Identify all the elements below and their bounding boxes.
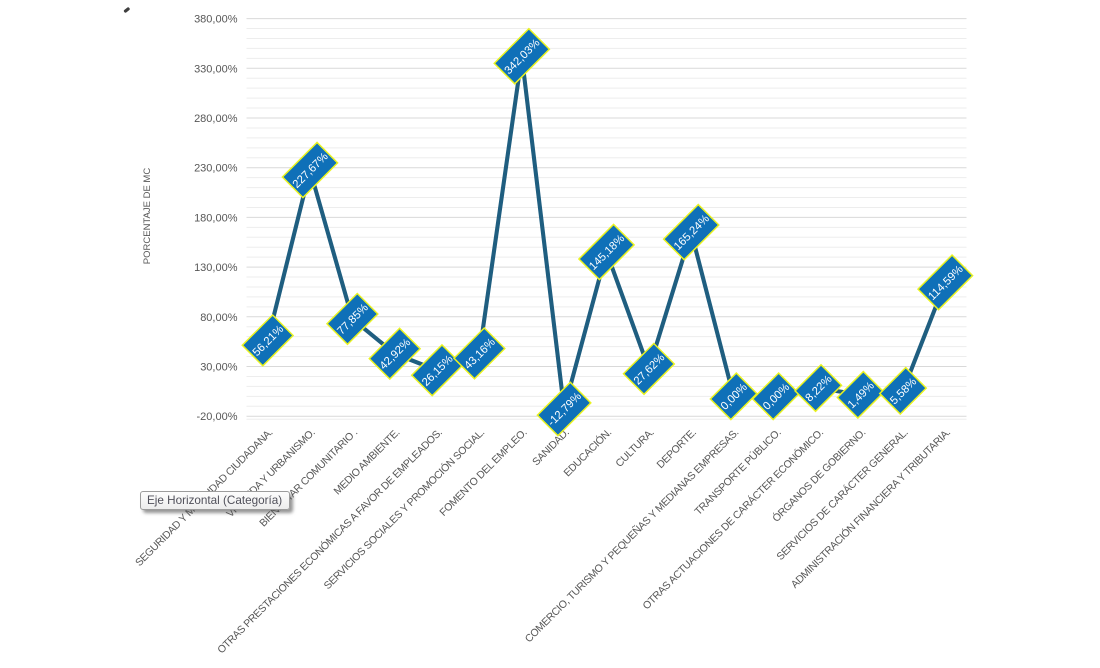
svg-text:230,00%: 230,00% [194, 163, 238, 175]
svg-text:380,00%: 380,00% [194, 14, 238, 26]
svg-text:330,00%: 330,00% [194, 63, 238, 75]
svg-text:130,00%: 130,00% [194, 262, 238, 274]
svg-text:-20,00%: -20,00% [197, 411, 238, 423]
svg-text:280,00%: 280,00% [194, 113, 238, 125]
svg-text:30,00%: 30,00% [200, 362, 238, 374]
svg-text:80,00%: 80,00% [200, 312, 238, 324]
svg-text:PORCENTAJE DE MC: PORCENTAJE DE MC [142, 168, 153, 265]
svg-text:180,00%: 180,00% [194, 212, 238, 224]
